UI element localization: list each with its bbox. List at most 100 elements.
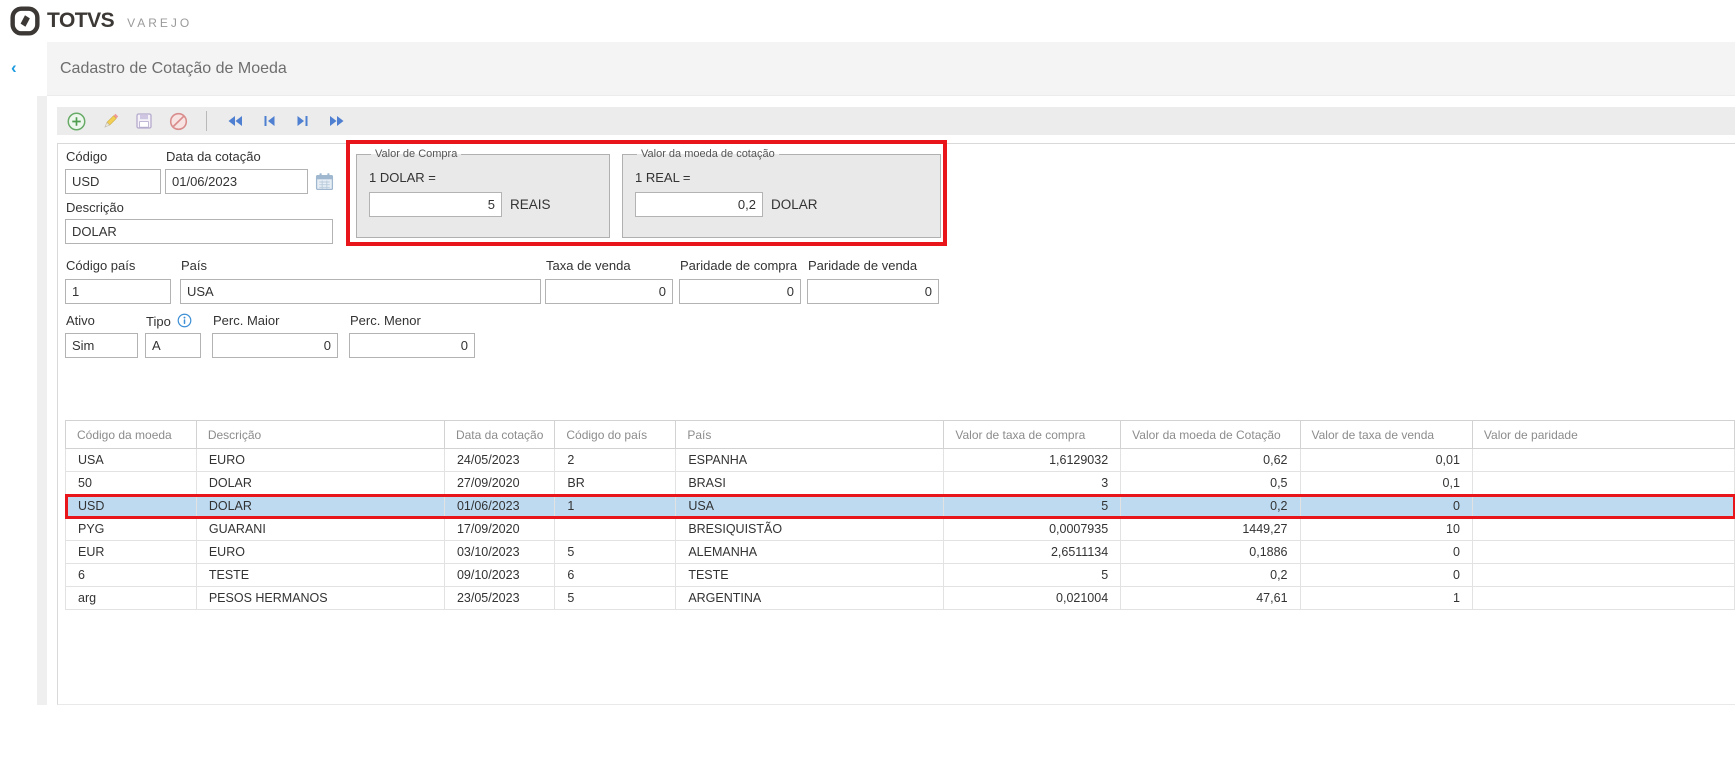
column-header[interactable]: Valor da moeda de Cotação [1120,420,1301,449]
ativo-input[interactable] [65,333,138,358]
table-cell: ARGENTINA [675,586,945,610]
column-header[interactable]: Valor de paridade [1471,420,1735,449]
pais-input[interactable] [180,279,541,304]
table-cell: 0 [1299,494,1473,518]
table-row[interactable]: EUR EURO 03/10/2023 5 ALEMANHA 2,6511134 0,188… [65,540,1735,564]
table-row[interactable]: arg PESOS HERMANOS 23/05/2023 5 ARGENTINA 0,0… [65,586,1735,610]
table-cell: EURO [195,540,445,564]
perc-maior-label: Perc. Maior [213,313,280,328]
table-row[interactable]: USA EURO 24/05/2023 2 ESPANHA 1,6129032 0,62 0,… [65,448,1735,472]
valor-compra-unit: REAIS [510,197,551,212]
table-cell: 0,021004 [943,586,1122,610]
table-cell: 3 [943,471,1122,495]
perc-menor-label: Perc. Menor [350,313,421,328]
table-cell: 1 [1299,586,1473,610]
column-header[interactable]: Descrição [195,420,445,449]
column-header[interactable]: País [675,420,945,449]
left-panel-strip [37,96,47,705]
table-cell: 50 [65,471,197,495]
top-brand-bar: TOTVS VAREJO [0,0,1735,42]
table-cell: 47,61 [1120,586,1301,610]
table-cell: arg [65,586,197,610]
table-header-row: Código da moeda Descrição Data da cotação C… [65,420,1735,449]
table-cell: 1 [554,494,677,518]
codigo-label: Código [66,149,108,164]
table-cell: BRESIQUISTÃO [675,517,945,541]
tipo-label-text: Tipo [146,314,171,329]
column-header[interactable]: Código da moeda [65,420,197,449]
perc-maior-input[interactable] [212,333,338,358]
table-row[interactable]: 50 DOLAR 27/09/2020 BR BRASI 3 0,5 0,1 [65,471,1735,495]
paridade-compra-label: Paridade de compra [680,258,798,273]
table-cell: PESOS HERMANOS [195,586,445,610]
column-header[interactable]: Código do país [554,420,677,449]
table-row[interactable]: 6 TESTE 09/10/2023 6 TESTE 5 0,2 0 [65,563,1735,587]
ativo-label: Ativo [66,313,95,328]
paridade-compra-input[interactable] [679,279,801,304]
table-cell: USD [65,494,197,518]
tipo-input[interactable] [145,333,201,358]
brand-name: TOTVS [47,9,115,32]
currency-table-wrap: Código da moeda Descrição Data da cotação C… [65,420,1735,708]
table-row[interactable]: PYG GUARANI 17/09/2020 BRESIQUISTÃO 0,000793… [65,517,1735,541]
table-cell: DOLAR [195,494,445,518]
table-cell [1471,471,1735,495]
currency-table: Código da moeda Descrição Data da cotação C… [65,420,1735,610]
table-cell: 0,62 [1120,448,1301,472]
cancel-icon[interactable] [168,111,188,131]
edit-icon[interactable] [100,111,120,131]
page-header-strip [47,42,1735,96]
totvs-logo-icon [10,6,40,36]
table-cell: 2,6511134 [943,540,1122,564]
back-button[interactable]: ‹ [11,58,17,77]
valor-moeda-cotacao-input[interactable] [635,192,763,217]
add-icon[interactable] [66,111,86,131]
table-cell: 0,1 [1299,471,1473,495]
descricao-input[interactable] [65,219,333,244]
table-cell: BRASI [675,471,945,495]
column-header[interactable]: Valor de taxa de venda [1299,420,1473,449]
nav-previous-icon[interactable] [259,111,279,131]
table-cell: 1,6129032 [943,448,1122,472]
page-title: Cadastro de Cotação de Moeda [60,60,287,77]
column-header[interactable]: Data da cotação [443,420,556,449]
table-cell: EURO [195,448,445,472]
table-cell: 6 [554,563,677,587]
codigo-input[interactable] [65,169,161,194]
perc-menor-input[interactable] [349,333,475,358]
table-cell: EUR [65,540,197,564]
nav-last-icon[interactable] [327,111,347,131]
table-cell: 0,01 [1299,448,1473,472]
toolbar-divider [206,111,207,131]
table-cell: 10 [1299,517,1473,541]
codigo-pais-input[interactable] [65,279,171,304]
table-cell: 03/10/2023 [443,540,556,564]
table-cell [554,517,677,541]
table-cell: 1449,27 [1120,517,1301,541]
paridade-venda-input[interactable] [807,279,939,304]
table-cell: 5 [554,586,677,610]
table-row[interactable]: USD DOLAR 01/06/2023 1 USA 5 0,2 0 [65,493,1735,519]
table-cell: 5 [943,494,1122,518]
table-cell [1471,563,1735,587]
valor-moeda-cotacao-unit: DOLAR [771,197,818,212]
table-cell: GUARANI [195,517,445,541]
calendar-icon[interactable] [315,172,334,196]
table-cell: 0 [1299,563,1473,587]
taxa-venda-input[interactable] [545,279,673,304]
table-cell [1471,494,1735,518]
paridade-venda-label: Paridade de venda [808,258,918,273]
info-icon[interactable] [177,313,192,331]
nav-first-icon[interactable] [225,111,245,131]
nav-next-icon[interactable] [293,111,313,131]
valor-compra-input[interactable] [369,192,502,217]
pais-label: País [181,258,208,273]
toolbar [57,107,1735,135]
save-icon[interactable] [134,111,154,131]
data-cotacao-input[interactable] [165,169,308,194]
totvs-logo: TOTVS VAREJO [10,6,192,36]
table-cell: 0,5 [1120,471,1301,495]
column-header[interactable]: Valor de taxa de compra [943,420,1122,449]
table-cell: TESTE [195,563,445,587]
valor-compra-fieldset: Valor de Compra 1 DOLAR = REAIS [356,148,610,238]
